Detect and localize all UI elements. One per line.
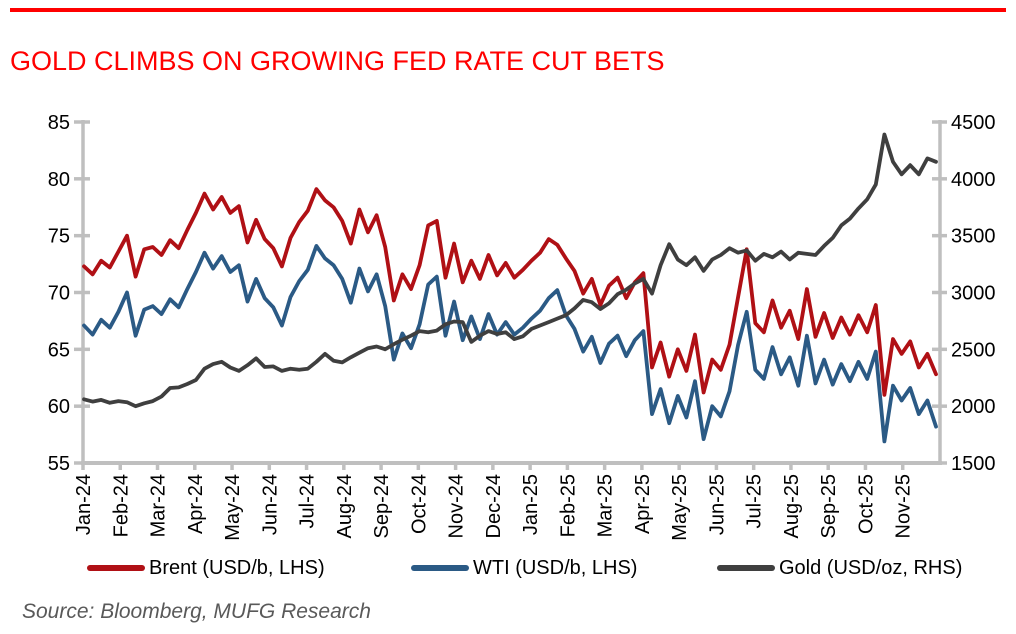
left-axis-tick-label: 55 [48, 453, 70, 475]
price-chart: 85 80 75 70 65 60 55 4500 4000 3500 3000 2500 2000 15… [48, 112, 996, 541]
x-axis-tick-label: Oct-25 [855, 474, 877, 534]
x-axis-tick-label: Sep-24 [371, 474, 393, 539]
legend-item-brent: Brent (USD/b, LHS) [87, 554, 325, 582]
wti-line [82, 243, 938, 444]
x-axis-tick-label: Apr-24 [185, 474, 207, 534]
x-axis-tick-label: Mar-25 [595, 474, 617, 537]
legend-swatch-gold [717, 565, 775, 571]
legend-label-wti: WTI (USD/b, LHS) [473, 556, 638, 579]
x-axis-tick-label: Jul-25 [744, 474, 766, 528]
x-axis-tick-label: Jun-24 [259, 474, 281, 535]
x-axis-tick-label: Feb-24 [110, 474, 132, 537]
left-axis-tick-label: 80 [48, 169, 70, 191]
right-axis-tick-label: 3500 [951, 226, 996, 248]
source-note: Source: Bloomberg, MUFG Research [22, 600, 371, 623]
x-axis-tick-label: Nov-24 [446, 474, 468, 538]
x-axis-tick-label: Apr-25 [632, 474, 654, 534]
x-axis-tick-label: Jul-24 [297, 474, 319, 528]
left-axis-tick-label: 75 [48, 226, 70, 248]
x-axis-tick-label: Mar-24 [148, 474, 170, 537]
x-axis-tick-label: Feb-25 [557, 474, 579, 537]
legend-item-wti: WTI (USD/b, LHS) [411, 554, 637, 582]
x-axis-tick-label: Nov-25 [893, 474, 915, 538]
x-axis-tick-label: Dec-24 [483, 474, 505, 538]
x-axis-tick-label: Aug-25 [781, 474, 803, 539]
x-axis-tick-label: Oct-24 [408, 474, 430, 534]
legend-label-brent: Brent (USD/b, LHS) [149, 556, 325, 579]
x-axis-tick-label: May-25 [669, 474, 691, 541]
left-axis-tick-label: 70 [48, 283, 70, 305]
right-axis-tick-label: 3000 [951, 283, 996, 305]
legend: Brent (USD/b, LHS) WTI (USD/b, LHS) Gold… [0, 554, 1016, 582]
left-axis-tick-label: 85 [48, 112, 70, 134]
top-rule [10, 8, 1006, 12]
left-axis-tick-label: 60 [48, 396, 70, 418]
right-axis-tick-label: 4000 [951, 169, 996, 191]
left-axis-tick-label: 65 [48, 339, 70, 361]
x-axis-tick-label: Jan-25 [520, 474, 542, 535]
chart-title: GOLD CLIMBS ON GROWING FED RATE CUT BETS [10, 46, 665, 76]
legend-label-gold: Gold (USD/oz, RHS) [779, 556, 963, 579]
legend-swatch-wti [411, 565, 469, 571]
right-axis-tick-label: 4500 [951, 112, 996, 134]
x-axis-tick-label: Aug-24 [334, 474, 356, 539]
right-axis-tick-label: 1500 [951, 453, 996, 475]
x-axis-tick-label: Jan-24 [73, 474, 95, 535]
x-axis-tick-label: Jun-25 [706, 474, 728, 535]
right-axis-tick-label: 2000 [951, 396, 996, 418]
gold-line [82, 132, 938, 409]
x-axis-tick-label: May-24 [222, 474, 244, 541]
brent-line [82, 187, 938, 397]
legend-item-gold: Gold (USD/oz, RHS) [717, 554, 962, 582]
right-axis-tick-label: 2500 [951, 339, 996, 361]
x-axis-tick-label: Sep-25 [818, 474, 840, 539]
legend-swatch-brent [87, 565, 145, 571]
